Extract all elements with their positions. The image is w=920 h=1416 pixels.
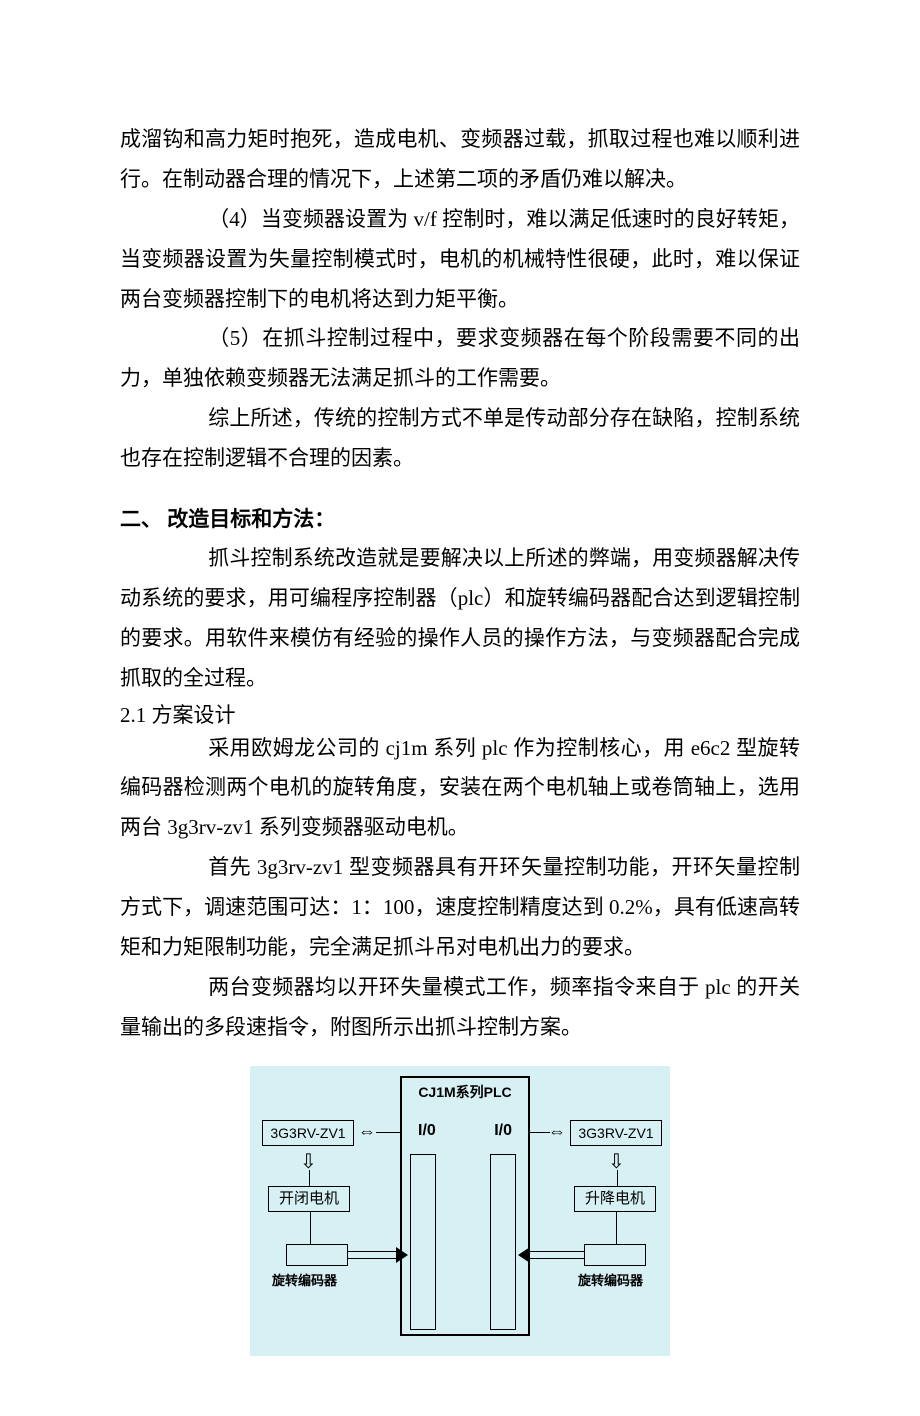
paragraph-4: 综上所述，传统的控制方式不单是传动部分存在缺陷，控制系统也存在控制逻辑不合理的因… — [120, 399, 800, 479]
document-page: 成溜钩和高力矩时抱死，造成电机、变频器过载，抓取过程也难以顺利进行。在制动器合理… — [0, 0, 920, 1416]
paragraph-5: 抓斗控制系统改造就是要解决以上所述的弊端，用变频器解决传动系统的要求，用可编程序… — [120, 539, 800, 699]
encoder-right-box — [584, 1244, 646, 1266]
vfd-right: 3G3RV-ZV1 — [570, 1120, 662, 1146]
control-scheme-diagram: CJ1M系列PLC I/0 I/0 高速计数口一 高速计数口二 3G3RV-ZV… — [250, 1066, 670, 1356]
vfd-left: 3G3RV-ZV1 — [262, 1120, 354, 1146]
plc-io-left: I/0 — [418, 1122, 436, 1140]
diagram-container: CJ1M系列PLC I/0 I/0 高速计数口一 高速计数口二 3G3RV-ZV… — [120, 1066, 800, 1356]
link-vfd-plc-left: ⇔ — [358, 1122, 376, 1140]
plc-io-right: I/0 — [494, 1122, 512, 1140]
encoder-left-label: 旋转编码器 — [272, 1270, 337, 1289]
paragraph-7: 首先 3g3rv-zv1 型变频器具有开环矢量控制功能，开环矢量控制方式下，调速… — [120, 848, 800, 968]
motor-open-close: 开闭电机 — [268, 1186, 350, 1212]
encoder-left-box — [286, 1244, 348, 1266]
arrow-encoder-hsc-left — [348, 1251, 408, 1259]
subsection-2-1: 2.1 方案设计 — [120, 699, 800, 729]
hsc-box-1 — [410, 1154, 436, 1330]
paragraph-1: 成溜钩和高力矩时抱死，造成电机、变频器过载，抓取过程也难以顺利进行。在制动器合理… — [120, 120, 800, 200]
paragraph-6: 采用欧姆龙公司的 cj1m 系列 plc 作为控制核心，用 e6c2 型旋转编码… — [120, 729, 800, 849]
hsc-box-2 — [490, 1154, 516, 1330]
arrow-vfd-motor-left: ⇩ — [300, 1152, 317, 1172]
link-vfd-plc-right: ⇔ — [548, 1122, 566, 1140]
encoder-right-label: 旋转编码器 — [578, 1270, 643, 1289]
plc-title: CJ1M系列PLC — [402, 1078, 528, 1102]
paragraph-8: 两台变频器均以开环失量模式工作，频率指令来自于 plc 的开关量输出的多段速指令… — [120, 968, 800, 1048]
arrow-encoder-hsc-right — [518, 1251, 584, 1259]
paragraph-3: （5）在抓斗控制过程中，要求变频器在每个阶段需要不同的出力，单独依赖变频器无法满… — [120, 319, 800, 399]
section-heading-2: 二、 改造目标和方法： — [120, 503, 800, 533]
motor-lift: 升降电机 — [574, 1186, 656, 1212]
paragraph-2: （4）当变频器设置为 v/f 控制时，难以满足低速时的良好转矩，当变频器设置为失… — [120, 200, 800, 320]
arrow-vfd-motor-right: ⇩ — [608, 1152, 625, 1172]
